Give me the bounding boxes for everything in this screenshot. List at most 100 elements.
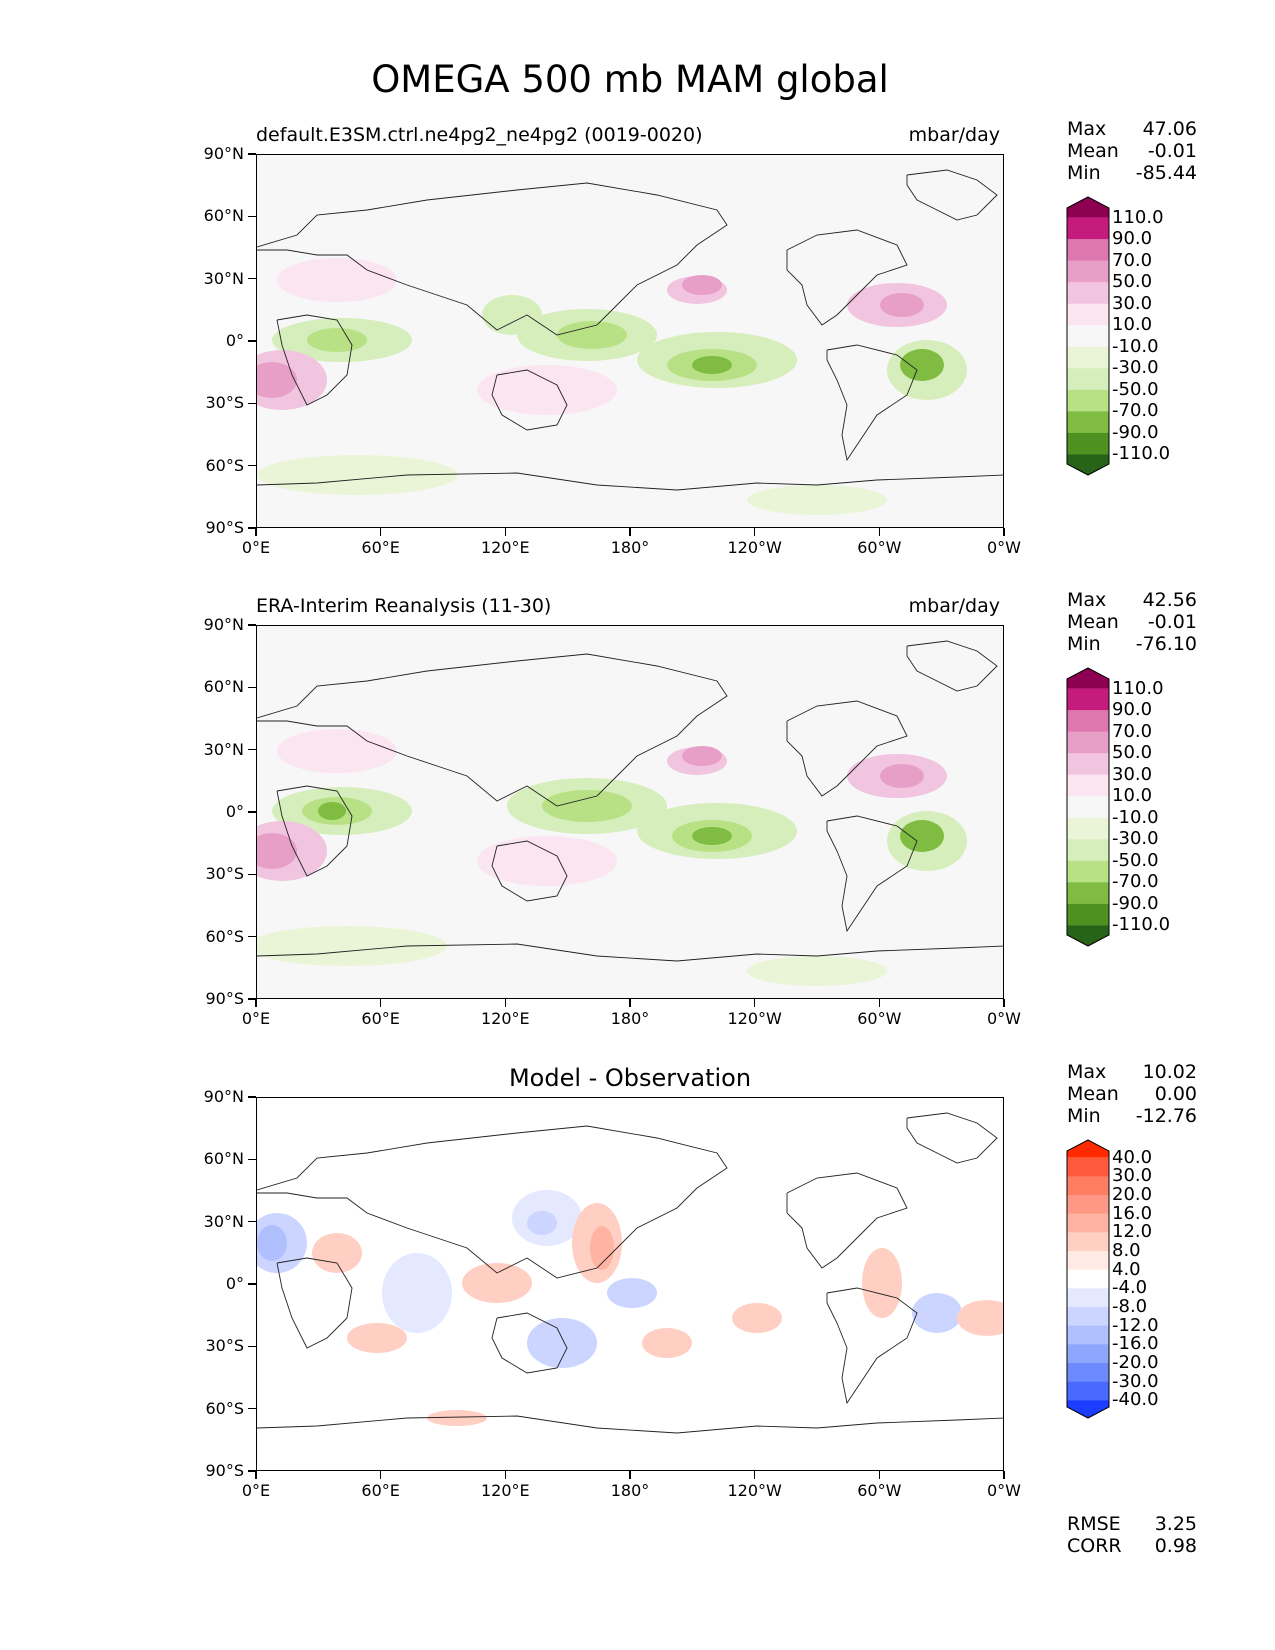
coastline <box>491 840 568 902</box>
stat-row: Min -85.44 <box>1067 162 1197 184</box>
stat-label: Min <box>1067 1105 1101 1127</box>
colorbar-level-label: -30.0 <box>1112 1370 1159 1392</box>
colorbar-level-label: 110.0 <box>1112 677 1164 699</box>
colorbar-swatch <box>1067 753 1109 776</box>
y-tick-mark <box>248 998 256 1000</box>
stat-label: Min <box>1067 633 1101 655</box>
y-tick-label: 30°N <box>203 739 244 759</box>
colorbar-swatch <box>1067 1307 1109 1327</box>
panel-units-label: mbar/day <box>908 595 1000 617</box>
coastline <box>257 1415 1003 1434</box>
contour-region <box>542 790 632 822</box>
colorbar <box>1066 196 1110 482</box>
contour-region <box>312 1233 362 1273</box>
figure-title: OMEGA 500 mb MAM global <box>371 58 889 101</box>
colorbar-swatch <box>1067 796 1109 819</box>
colorbar-swatch <box>1067 839 1109 862</box>
x-tick-mark <box>753 528 756 536</box>
colorbar-swatch <box>1067 260 1109 283</box>
contour-region <box>527 1211 557 1235</box>
contour-region <box>880 764 924 788</box>
colorbar-swatch <box>1067 282 1109 305</box>
contour-region <box>692 356 732 374</box>
colorbar-swatch <box>1067 1213 1109 1233</box>
colorbar-swatch <box>1067 368 1109 391</box>
y-tick-label: 60°N <box>203 206 244 226</box>
contour-region <box>557 321 627 349</box>
colorbar-swatch <box>1067 710 1109 733</box>
contour-region <box>482 295 542 335</box>
colorbar-swatch <box>1067 1344 1109 1364</box>
colorbar-level-label: 30.0 <box>1112 292 1153 314</box>
colorbar-swatch <box>1067 217 1109 240</box>
colorbar-level-label: 70.0 <box>1112 249 1153 271</box>
contour-region <box>590 1226 614 1270</box>
contour-region <box>527 1318 597 1368</box>
contour-region <box>477 365 617 415</box>
colorbar-swatch <box>1067 860 1109 883</box>
y-tick-mark <box>248 1470 256 1472</box>
stat-row: Max 42.56 <box>1067 589 1197 611</box>
stat-label: Max <box>1067 589 1107 611</box>
colorbar-level-label: 110.0 <box>1112 206 1164 228</box>
contour-region <box>880 293 924 317</box>
y-tick-mark <box>248 935 256 938</box>
colorbar-swatch <box>1067 432 1109 455</box>
y-tick-mark <box>248 215 256 218</box>
stat-label: Mean <box>1067 1083 1119 1105</box>
colorbar-swatches <box>1066 196 1110 476</box>
colorbar-level-label: 10.0 <box>1112 314 1153 336</box>
colorbar-swatch <box>1067 1157 1109 1177</box>
x-tick-mark <box>504 1471 507 1479</box>
stat-label: Mean <box>1067 140 1119 162</box>
colorbar-level-label: -70.0 <box>1112 871 1159 893</box>
x-tick-mark <box>878 528 881 536</box>
stat-value: -0.01 <box>1147 611 1197 633</box>
panel-left-title: ERA-Interim Reanalysis (11-30) <box>256 595 552 617</box>
colorbar-swatch <box>1067 1363 1109 1383</box>
y-tick-mark <box>248 1407 256 1410</box>
coastline <box>826 344 918 462</box>
y-tick-label: 90°N <box>203 1087 244 1106</box>
contour-region <box>607 1278 657 1308</box>
contour-region <box>732 1303 782 1333</box>
colorbar-level-label: -110.0 <box>1112 443 1171 465</box>
x-tick-mark <box>379 999 382 1007</box>
stat-value: 42.56 <box>1142 589 1197 611</box>
contour-region <box>382 1253 452 1333</box>
contour-region <box>477 836 617 886</box>
stat-value: 10.02 <box>1142 1061 1197 1083</box>
y-tick-label: 0° <box>225 1274 244 1293</box>
y-tick-label: 60°S <box>205 455 244 475</box>
colorbar-swatch <box>1067 346 1109 369</box>
stat-value: -85.44 <box>1135 162 1197 184</box>
stat-row: Max 47.06 <box>1067 118 1197 140</box>
colorbar-swatch <box>1067 239 1109 262</box>
panel-statistics: Max 47.06 Mean -0.01 Min -85.44 <box>1067 118 1197 184</box>
x-tick-mark <box>878 999 881 1007</box>
metric-label: CORR <box>1067 1535 1122 1557</box>
x-tick-mark <box>629 1471 631 1479</box>
colorbar-level-label: 30.0 <box>1112 763 1153 785</box>
y-tick-mark <box>248 1220 256 1223</box>
coastline <box>276 314 353 406</box>
colorbar-swatch <box>1067 668 1109 689</box>
colorbar-swatch <box>1067 1269 1109 1289</box>
colorbar-swatch <box>1067 197 1109 218</box>
stat-row: Max 10.02 <box>1067 1061 1197 1083</box>
y-tick-mark <box>248 402 256 405</box>
coastline <box>276 1257 353 1349</box>
y-tick-mark <box>248 464 256 467</box>
x-tick-label: 120°E <box>481 1009 530 1028</box>
colorbar-level-label: 12.0 <box>1112 1221 1153 1243</box>
colorbar-level-label: -12.0 <box>1112 1314 1159 1336</box>
x-tick-mark <box>753 999 756 1007</box>
x-tick-mark <box>255 1471 257 1479</box>
y-tick-label: 30°S <box>205 864 244 884</box>
colorbar-level-label: -30.0 <box>1112 828 1159 850</box>
colorbar-swatch <box>1067 454 1109 475</box>
colorbar-level-label: -4.0 <box>1112 1277 1148 1299</box>
colorbar-swatch <box>1067 1176 1109 1196</box>
coastline <box>826 1287 918 1405</box>
stat-row: Min -12.76 <box>1067 1105 1197 1127</box>
